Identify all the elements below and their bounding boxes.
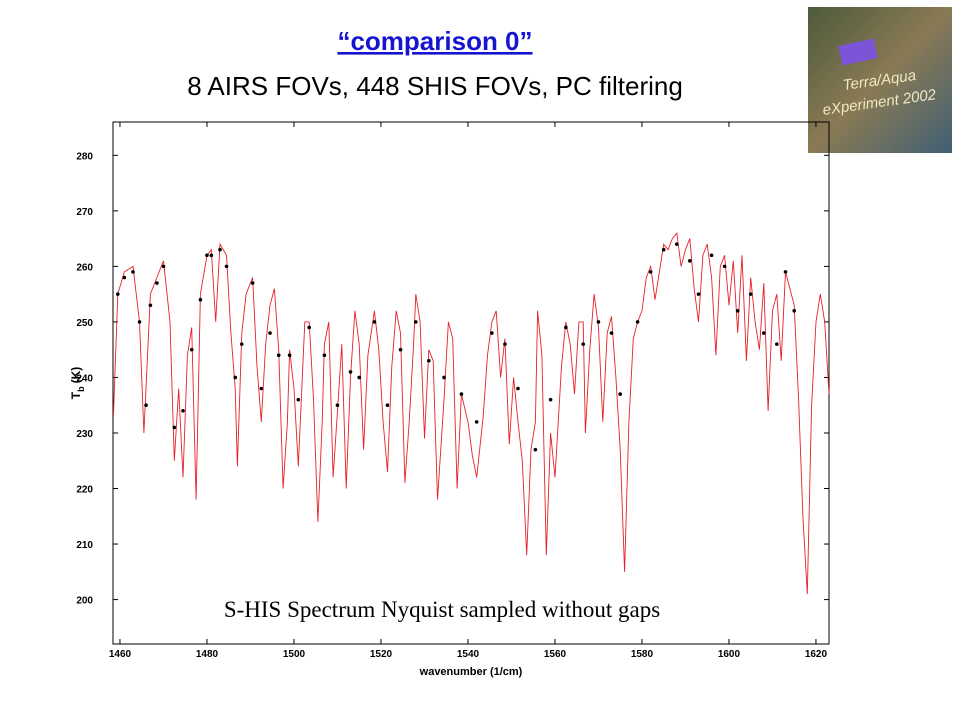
sample-dot — [442, 375, 446, 380]
sample-dot — [189, 347, 194, 352]
sample-dot — [322, 353, 327, 358]
sample-dot — [296, 397, 301, 402]
sample-dot — [250, 281, 255, 285]
sample-dot — [335, 403, 340, 408]
sample-dot — [259, 386, 264, 391]
logo-swath — [838, 38, 878, 66]
x-tick-label: 1580 — [631, 649, 654, 660]
sample-dot — [205, 253, 209, 258]
sample-dot — [564, 325, 568, 330]
x-tick-label: 1480 — [196, 649, 219, 660]
sample-dot — [648, 270, 653, 274]
x-tick-label: 1520 — [370, 649, 393, 660]
sample-dot — [372, 320, 377, 324]
sample-dot — [307, 325, 311, 330]
sample-dot — [239, 342, 244, 346]
sample-dot — [674, 242, 679, 246]
sample-dot — [398, 347, 403, 352]
sample-dot — [131, 270, 135, 274]
sample-dot — [661, 247, 666, 252]
sample-dot — [735, 309, 740, 313]
y-label-unit: (K) — [69, 367, 83, 384]
sample-dot — [357, 375, 362, 380]
sample-dot — [609, 331, 614, 335]
sample-dot — [581, 342, 586, 346]
sample-dot — [792, 309, 797, 313]
x-tick-label: 1560 — [544, 649, 567, 660]
sample-dot — [783, 270, 788, 274]
sample-dot — [516, 386, 520, 391]
sample-dot — [161, 264, 166, 269]
sample-dot — [709, 253, 714, 258]
x-tick-label: 1540 — [457, 649, 480, 660]
sample-dot — [503, 342, 507, 346]
sample-dot — [775, 342, 779, 346]
sample-dot — [233, 375, 238, 380]
y-tick-label: 280 — [76, 151, 93, 162]
sample-dot — [761, 331, 766, 335]
sample-dot — [385, 403, 390, 408]
y-tick-label: 230 — [76, 429, 93, 440]
y-tick-label: 240 — [76, 373, 93, 384]
sample-dot — [722, 264, 727, 269]
x-axis-label: wavenumber (1/cm) — [419, 666, 523, 678]
sample-dot — [137, 320, 142, 324]
sample-dot — [209, 253, 214, 258]
sample-dot — [172, 425, 177, 430]
y-tick-label: 200 — [76, 596, 93, 607]
sample-dot — [276, 353, 281, 358]
x-tick-label: 1500 — [283, 649, 306, 660]
sample-dot — [413, 320, 418, 324]
sample-dot — [696, 292, 701, 296]
y-label-sub: b — [76, 386, 86, 392]
sample-dot — [459, 392, 464, 396]
sample-dot — [427, 358, 431, 363]
plot: 1460 1480 1500 1520 1540 1560 1580 1600 1620 200 2… — [76, 122, 830, 660]
sample-dot — [144, 403, 148, 408]
sample-dot — [533, 447, 538, 452]
sample-dot — [748, 292, 753, 296]
y-tick-label: 270 — [76, 207, 93, 218]
sample-dot — [596, 320, 601, 324]
sample-dot — [474, 420, 479, 424]
annotation: S-HIS Spectrum Nyquist sampled without g… — [224, 597, 660, 622]
sample-dot — [268, 331, 272, 335]
x-tick-label: 1600 — [718, 649, 741, 660]
subtitle: 8 AIRS FOVs, 448 SHIS FOVs, PC filtering — [187, 71, 683, 101]
plot-frame — [112, 121, 830, 645]
y-tick-label: 250 — [76, 318, 93, 329]
logo: Terra/Aqua eXperiment 2002 — [808, 7, 952, 153]
sample-dot — [548, 397, 553, 402]
title: “comparison 0” — [337, 26, 532, 56]
x-tick-label: 1460 — [109, 649, 132, 660]
sample-dot — [155, 281, 159, 285]
sample-dot — [115, 292, 120, 296]
y-tick-label: 260 — [76, 262, 93, 273]
y-tick-label: 220 — [76, 485, 93, 496]
sample-dot — [490, 331, 494, 335]
sample-dot — [198, 297, 203, 302]
sample-dot — [181, 408, 185, 413]
sample-dot — [287, 353, 292, 358]
y-label-main: T — [69, 391, 83, 399]
sample-dot — [635, 320, 640, 324]
sample-dot — [348, 370, 353, 374]
logo-image — [808, 7, 952, 153]
sample-dot — [148, 303, 153, 308]
y-tick-label: 210 — [76, 540, 93, 551]
sample-dot — [224, 264, 229, 269]
sample-dot — [122, 275, 127, 280]
sample-dot — [688, 259, 692, 263]
sample-dot — [618, 392, 623, 396]
spectrum-line — [112, 231, 830, 595]
x-tick-label: 1620 — [805, 649, 828, 660]
y-axis-label: Tb (K) — [69, 367, 86, 400]
sample-dot — [218, 247, 222, 252]
